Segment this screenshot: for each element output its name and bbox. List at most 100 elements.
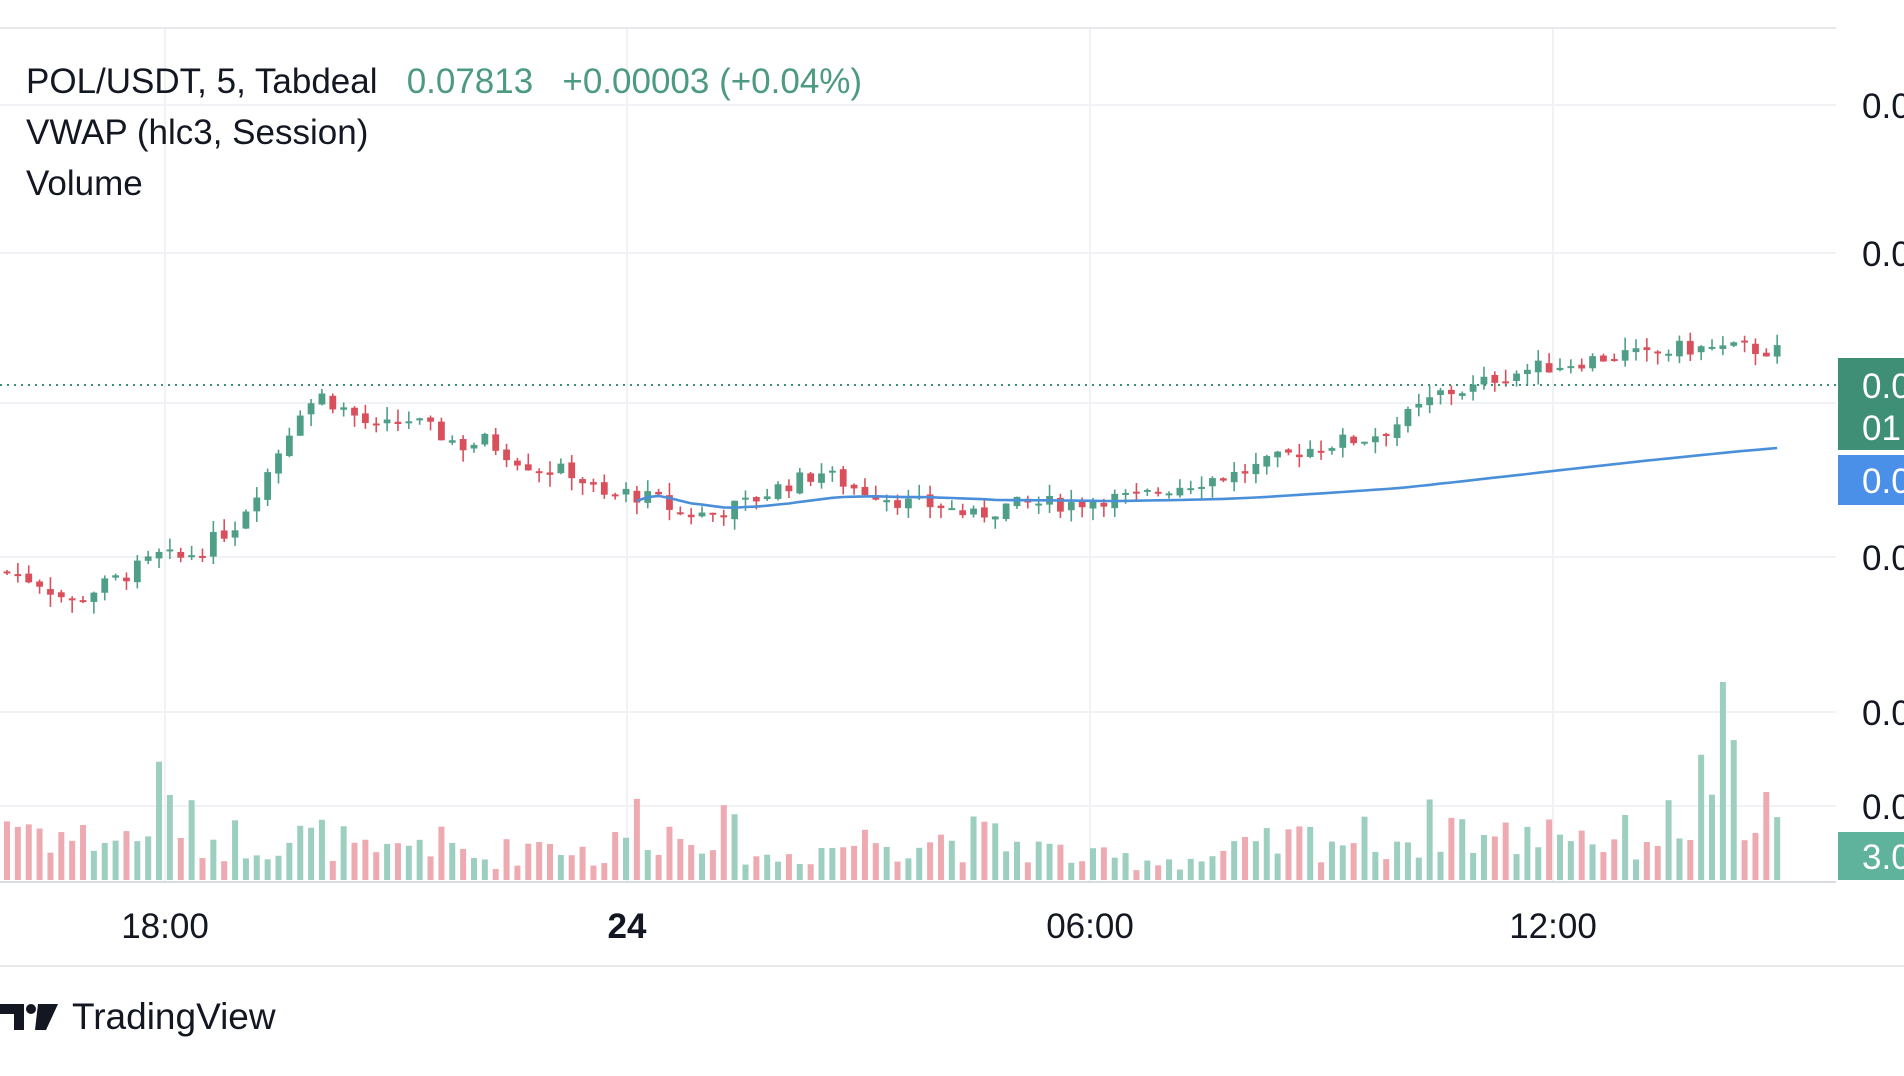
candle-body xyxy=(959,510,967,516)
legend-vwap-row[interactable]: VWAP (hlc3, Session) xyxy=(26,113,368,153)
volume-bar xyxy=(1383,859,1390,880)
candle-body xyxy=(981,507,988,518)
vwap-label[interactable]: VWAP (hlc3, Session) xyxy=(26,113,369,152)
volume-bar xyxy=(427,856,434,880)
volume-bar xyxy=(221,861,228,880)
candle-body xyxy=(351,407,358,416)
candle-body xyxy=(112,575,119,578)
candle-body xyxy=(1306,448,1314,457)
candle-body xyxy=(1556,367,1564,371)
volume-bar xyxy=(351,842,358,880)
volume-bar xyxy=(742,864,749,880)
candle-body xyxy=(307,403,315,415)
candle-body xyxy=(242,511,250,529)
volume-bar xyxy=(612,832,619,880)
volume-label[interactable]: Volume xyxy=(26,164,143,203)
candle-body xyxy=(503,449,510,461)
volume-bar xyxy=(1318,862,1325,880)
volume-bar xyxy=(1122,853,1129,880)
volume-bar xyxy=(1589,844,1596,880)
volume-bar xyxy=(1470,852,1477,880)
volume-bar xyxy=(959,862,966,880)
vwap-line xyxy=(636,446,1778,510)
volume-bar xyxy=(1013,841,1020,880)
candle-body xyxy=(1219,478,1227,481)
candle-body xyxy=(611,494,619,497)
candle-body xyxy=(68,598,76,601)
volume-bar xyxy=(1220,850,1227,880)
volume-bar xyxy=(655,854,662,880)
candle-body xyxy=(796,472,804,494)
candle-body xyxy=(47,589,54,595)
candle-body xyxy=(1610,359,1618,362)
volume-bar xyxy=(329,860,336,880)
volume-bar xyxy=(623,837,630,880)
volume-bar xyxy=(1361,816,1368,880)
volume-bar xyxy=(1535,847,1542,880)
volume-bar xyxy=(861,829,868,880)
candle-body xyxy=(709,512,717,515)
candle-body xyxy=(1067,502,1075,511)
volume-bar xyxy=(1198,861,1205,880)
volume-bar xyxy=(1633,859,1639,880)
volume-bar xyxy=(948,840,955,880)
volume-bar xyxy=(1459,819,1466,880)
volume-bar xyxy=(1035,841,1042,880)
volume-bar xyxy=(785,854,792,880)
candle-body xyxy=(57,592,65,598)
volume-bar xyxy=(177,837,184,880)
volume-bar xyxy=(297,825,304,880)
volume-bar xyxy=(1709,794,1716,880)
candle-body xyxy=(1491,374,1499,383)
volume-bar xyxy=(449,842,456,880)
volume-bar xyxy=(1698,754,1705,880)
candle-body xyxy=(1317,450,1325,453)
candle-body xyxy=(1230,472,1238,483)
volume-bar xyxy=(253,855,260,880)
volume-bar xyxy=(1676,838,1683,880)
volume-bar xyxy=(145,836,152,880)
candle-body xyxy=(698,512,706,517)
candle-body xyxy=(492,434,500,451)
volume-bar xyxy=(547,843,553,880)
candle-body xyxy=(155,551,163,559)
symbol-label[interactable]: POL/USDT, 5, Tabdeal xyxy=(26,62,378,101)
candle-body xyxy=(405,421,413,424)
candle-body xyxy=(1676,340,1683,357)
candle-body xyxy=(1762,352,1770,357)
candle-body xyxy=(383,419,391,424)
tradingview-footer[interactable]: TradingView xyxy=(0,992,276,1042)
volume-bar xyxy=(1665,800,1672,880)
candle-body xyxy=(970,508,977,515)
legend-volume-row[interactable]: Volume xyxy=(26,164,143,204)
candle-body xyxy=(1089,501,1097,509)
volume-bar xyxy=(699,853,706,880)
volume-bar xyxy=(1274,853,1281,880)
volume-bar xyxy=(112,840,119,880)
price-tick-label: 0.0 xyxy=(1862,694,1904,733)
candle-body xyxy=(1513,373,1520,381)
volume-bar xyxy=(851,845,858,880)
volume-bar xyxy=(1090,848,1096,880)
volume-bar xyxy=(1231,841,1238,880)
candle-body xyxy=(1773,345,1781,357)
volume-bar xyxy=(242,858,249,880)
volume-bar xyxy=(101,842,108,880)
volume-bar xyxy=(1003,851,1010,880)
candle-body xyxy=(1371,436,1379,443)
volume-bar xyxy=(796,864,803,880)
candle-body xyxy=(14,574,22,577)
volume-bar xyxy=(373,852,380,880)
candle-body xyxy=(1665,353,1672,356)
candle-body xyxy=(535,471,543,474)
volume-bar xyxy=(601,863,608,880)
volume-bar xyxy=(1133,870,1140,880)
volume-bar xyxy=(14,826,21,880)
candle-body xyxy=(850,484,858,489)
volume-bar xyxy=(1307,826,1314,880)
candle-body xyxy=(1469,384,1477,392)
legend-symbol-row: POL/USDT, 5, Tabdeal 0.07813 +0.00003 (+… xyxy=(26,62,862,102)
candles xyxy=(3,332,1781,614)
